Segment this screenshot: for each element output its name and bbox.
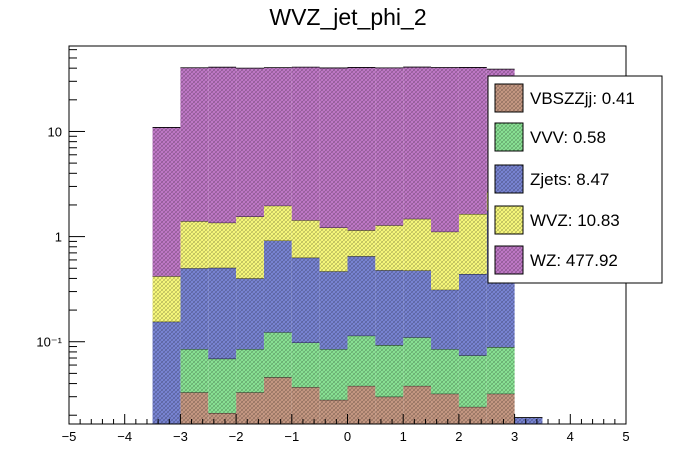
bar-hatch-vvv-bin-3	[236, 349, 264, 393]
bar-hatch-vvv-bin-12	[486, 347, 515, 394]
bar-hatch-vbszzjj-bin-8	[375, 396, 404, 424]
x-tick-label-2: −3	[173, 429, 188, 444]
legend-swatch-hatch-wvz	[495, 206, 523, 234]
bar-hatch-wz-bin-8	[375, 67, 404, 226]
bar-hatch-vvv-bin-6	[319, 349, 348, 400]
bar-hatch-zjets-bin-2	[208, 267, 237, 359]
bar-hatch-zjets-bin-7	[347, 256, 376, 336]
legend-swatch-hatch-zjets	[495, 165, 523, 193]
bar-hatch-wz-bin-3	[236, 68, 264, 217]
x-tick-label-6: 1	[400, 429, 407, 444]
x-tick-label-1: −4	[117, 429, 132, 444]
bar-hatch-wvz-bin-7	[347, 230, 376, 257]
bar-hatch-vbszzjj-bin-3	[236, 392, 264, 424]
bar-hatch-zjets-bin-13	[514, 417, 543, 424]
bar-hatch-wvz-bin-10	[431, 231, 459, 290]
x-tick-label-0: −5	[62, 429, 77, 444]
bar-hatch-wz-bin-11	[458, 67, 487, 214]
bar-hatch-zjets-bin-5	[291, 257, 320, 343]
bar-hatch-zjets-bin-11	[458, 273, 487, 356]
bar-hatch-vvv-bin-2	[208, 358, 237, 413]
series-vvv	[180, 331, 515, 413]
bar-hatch-vbszzjj-bin-6	[319, 399, 348, 424]
legend-label-wz: WZ: 477.92	[530, 251, 618, 270]
legend-swatch-hatch-vvv	[495, 123, 523, 151]
bar-hatch-vvv-bin-11	[458, 355, 487, 407]
bar-hatch-wz-bin-0	[152, 127, 181, 277]
bar-hatch-wvz-bin-8	[375, 225, 404, 271]
bar-hatch-wz-bin-6	[319, 67, 348, 228]
y-tick-label-0: 10	[48, 124, 62, 139]
y-tick-label-1: 1	[55, 230, 62, 245]
bar-hatch-wvz-bin-5	[291, 220, 320, 258]
bar-hatch-wz-bin-7	[347, 67, 376, 231]
bar-hatch-vvv-bin-5	[291, 342, 320, 388]
bar-hatch-wvz-bin-0	[152, 276, 181, 322]
bar-hatch-zjets-bin-0	[152, 321, 181, 424]
bar-hatch-vbszzjj-bin-9	[403, 385, 432, 424]
legend-swatch-hatch-wz	[495, 246, 523, 274]
bar-hatch-wz-bin-2	[208, 67, 237, 223]
bar-hatch-vvv-bin-7	[347, 335, 376, 386]
bar-hatch-wz-bin-1	[180, 67, 209, 222]
bar-hatch-vvv-bin-4	[263, 332, 292, 378]
bar-hatch-wvz-bin-4	[263, 205, 292, 241]
y-tick-label-2: 10⁻¹	[36, 335, 62, 350]
bar-hatch-zjets-bin-10	[431, 289, 459, 350]
bar-hatch-wz-bin-10	[431, 67, 459, 232]
x-tick-label-7: 2	[455, 429, 462, 444]
bar-hatch-vbszzjj-bin-11	[458, 406, 487, 424]
bar-hatch-wvz-bin-1	[180, 221, 209, 269]
legend: WZ: 477.92 WVZ: 10.83 Zjets: 8.47 VVV: 0.58…	[487, 75, 663, 284]
bar-hatch-vvv-bin-8	[375, 345, 404, 397]
x-tick-label-5: 0	[344, 429, 351, 444]
bar-hatch-zjets-bin-4	[263, 240, 292, 333]
bar-hatch-zjets-bin-9	[403, 270, 432, 338]
bar-hatch-vbszzjj-bin-2	[208, 412, 237, 424]
bar-hatch-vbszzjj-bin-1	[180, 392, 209, 424]
bar-hatch-vvv-bin-1	[180, 349, 209, 393]
x-tick-label-9: 4	[567, 429, 574, 444]
bar-hatch-zjets-bin-8	[375, 270, 404, 346]
x-tick-label-8: 3	[511, 429, 518, 444]
bar-hatch-wvz-bin-3	[236, 216, 264, 279]
bar-hatch-vvv-bin-10	[431, 349, 459, 394]
legend-label-vbszzjj: VBSZZjj: 0.41	[530, 89, 635, 108]
bar-hatch-vbszzjj-bin-12	[486, 393, 515, 424]
series-zjets	[152, 210, 543, 424]
bar-hatch-zjets-bin-6	[319, 271, 348, 350]
bar-hatch-wvz-bin-9	[403, 218, 432, 271]
legend-label-zjets: Zjets: 8.47	[530, 170, 609, 189]
bar-hatch-wvz-bin-6	[319, 227, 348, 272]
x-tick-label-4: −1	[284, 429, 299, 444]
chart-title: WVZ_jet_phi_2	[269, 4, 426, 30]
x-tick-label-3: −2	[229, 429, 244, 444]
bar-hatch-zjets-bin-3	[236, 278, 264, 350]
bar-hatch-wvz-bin-2	[208, 222, 237, 268]
bar-hatch-wz-bin-9	[403, 67, 432, 219]
bar-hatch-vvv-bin-9	[403, 337, 432, 386]
legend-swatch-hatch-vbszzjj	[495, 84, 523, 112]
bar-hatch-vbszzjj-bin-7	[347, 385, 376, 424]
x-tick-label-10: 5	[622, 429, 629, 444]
bar-hatch-wvz-bin-11	[458, 213, 487, 274]
bar-hatch-wz-bin-5	[291, 67, 320, 221]
series-wz	[152, 66, 515, 277]
histogram-bars	[152, 66, 543, 424]
bar-hatch-vbszzjj-bin-4	[263, 377, 292, 424]
x-axis: −5 −4 −3 −2 −1 0 1 2 3 4 5	[62, 414, 630, 444]
series-vbszzjj	[180, 376, 515, 424]
bar-hatch-zjets-bin-1	[180, 268, 209, 350]
bar-hatch-wz-bin-4	[263, 67, 292, 206]
legend-label-vvv: VVV: 0.58	[530, 128, 606, 147]
legend-label-wvz: WVZ: 10.83	[530, 211, 620, 230]
bar-hatch-vbszzjj-bin-10	[431, 393, 459, 424]
y-axis: 10 1 10⁻¹	[36, 49, 85, 416]
bar-hatch-vbszzjj-bin-5	[291, 387, 320, 424]
